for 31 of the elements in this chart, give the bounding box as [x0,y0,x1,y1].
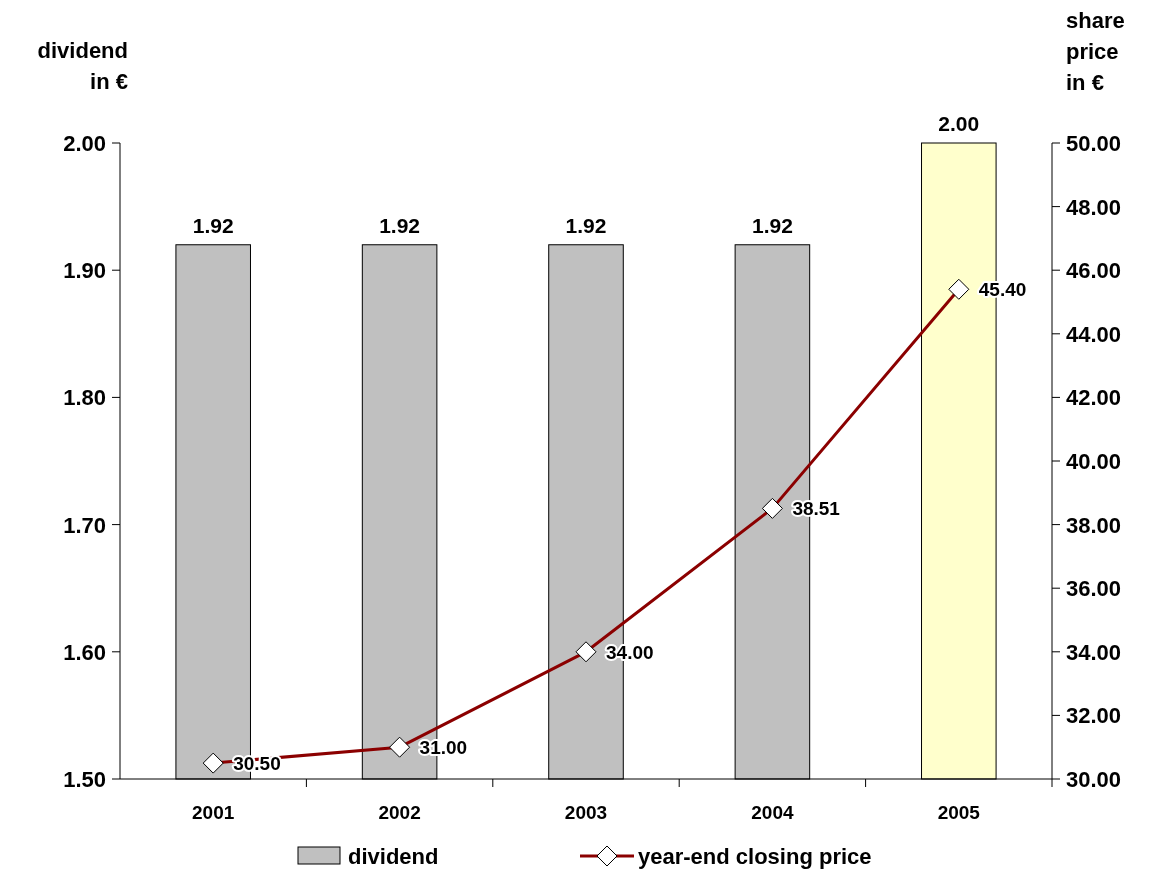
y2-tick-label: 44.00 [1066,321,1122,347]
data-label: 1.92 [192,213,234,237]
y2-tick-label: 48.00 [1066,194,1122,220]
y-tick-label: 1.60 [63,639,106,665]
y2-axis-title: share price in € [1066,8,1125,95]
y2-tick-label: 34.00 [1066,639,1122,665]
y-tick-label: 1.90 [63,258,106,284]
y2-tick-label: 30.00 [1066,767,1122,792]
y2-tick-label: 38.00 [1066,512,1122,538]
y-tick-label: 1.50 [63,767,106,792]
data-label: 2.00 [938,112,980,135]
y-tick-label: 1.80 [63,385,106,411]
y2-tick-label: 50.00 [1066,131,1122,156]
data-label: 1.92 [379,213,421,237]
y-axis-title: dividend in € [37,38,128,94]
data-label: 1.92 [565,213,607,237]
y2-tick-label: 36.00 [1066,576,1122,602]
x-tick-label: 2005 [937,802,981,823]
x-tick-label: 2001 [192,802,235,823]
y2-tick-label: 42.00 [1066,385,1122,411]
y-tick-label: 1.70 [63,512,106,538]
legend-label: dividend [348,844,439,869]
y2-tick-label: 32.00 [1066,703,1122,729]
x-tick-label: 2003 [564,802,608,823]
data-label: 1.92 [751,213,793,237]
x-tick-label: 2004 [751,802,794,823]
x-tick-label: 2002 [378,802,421,823]
y2-tick-label: 46.00 [1066,258,1122,284]
legend-label: year-end closing price [638,844,872,869]
y-tick-label: 2.00 [63,131,106,156]
y2-tick-label: 40.00 [1066,449,1122,474]
